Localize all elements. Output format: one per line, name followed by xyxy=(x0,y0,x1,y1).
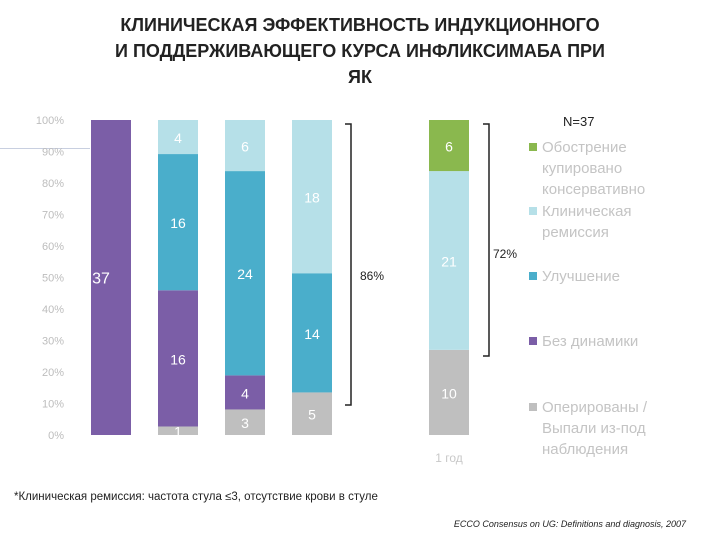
legend-label-line: Оперированы / xyxy=(542,399,648,416)
data-label: 14 xyxy=(304,326,320,342)
y-tick-label: 20% xyxy=(42,367,64,379)
legend-swatch xyxy=(529,143,537,151)
data-label: 3 xyxy=(241,415,249,431)
bar-segment xyxy=(429,171,469,350)
title-line-1: КЛИНИЧЕСКАЯ ЭФФЕКТИВНОСТЬ ИНДУКЦИОННОГО xyxy=(120,15,600,35)
legend-label-line: Улучшение xyxy=(542,268,620,285)
legend-label: Клиническая ремиссия xyxy=(542,203,632,241)
legend-swatch xyxy=(529,337,537,345)
y-tick-label: 30% xyxy=(42,336,64,348)
title-line-3: ЯК xyxy=(348,67,372,87)
legend-label-line: наблюдения xyxy=(542,441,628,458)
page-title: КЛИНИЧЕСКАЯ ЭФФЕКТИВНОСТЬ ИНДУКЦИОННОГО … xyxy=(40,12,680,90)
data-label: 37 xyxy=(92,271,110,288)
bar-segment xyxy=(158,154,198,291)
n-label: N=37 xyxy=(563,114,594,129)
title-line-2: И ПОДДЕРЖИВАЮЩЕГО КУРСА ИНФЛИКСИМАБА ПРИ xyxy=(115,41,605,61)
data-label: 16 xyxy=(170,351,186,367)
legend-swatch xyxy=(529,207,537,215)
footnote: *Клиническая ремиссия: частота стула ≤3,… xyxy=(14,491,378,503)
source-citation: ECCO Consensus on UG: Definitions and di… xyxy=(453,519,686,529)
y-tick-label: 10% xyxy=(42,399,64,411)
y-tick-label: 50% xyxy=(42,273,64,285)
legend-swatch xyxy=(529,403,537,411)
data-label: 24 xyxy=(237,266,253,282)
bracket-annotation: 86% xyxy=(360,269,384,283)
legend-label-line: Обострение xyxy=(542,139,627,156)
bar-segment xyxy=(158,120,198,155)
data-label: 18 xyxy=(304,190,320,206)
data-label: 6 xyxy=(241,139,249,155)
category-label: 1 год xyxy=(435,451,463,465)
legend-label: Обострение купировано консервативно xyxy=(542,139,645,198)
y-tick-label: 100% xyxy=(36,115,64,127)
data-label: 4 xyxy=(241,385,249,401)
y-tick-label: 40% xyxy=(42,304,64,316)
data-label: 4 xyxy=(174,130,182,146)
y-tick-label: 70% xyxy=(42,210,64,222)
legend-label-line: Клиническая xyxy=(542,203,632,220)
data-label: 16 xyxy=(170,215,186,231)
decorative-line xyxy=(0,148,90,149)
data-label: 5 xyxy=(308,407,316,423)
y-tick-label: 0% xyxy=(48,430,64,442)
legend-label-line: консервативно xyxy=(542,181,645,198)
data-label: 21 xyxy=(441,253,457,269)
bar-segment xyxy=(225,375,265,410)
legend-label: Без динамики xyxy=(542,333,638,350)
y-tick-label: 90% xyxy=(42,147,64,159)
bar-segment xyxy=(158,426,198,435)
bar-segment xyxy=(225,409,265,435)
bar-segment xyxy=(292,120,332,274)
bracket-72 xyxy=(483,123,490,357)
bar-segment xyxy=(158,290,198,427)
bar-segment xyxy=(91,120,131,435)
bar-segment xyxy=(292,392,332,435)
legend-swatch xyxy=(529,272,537,280)
legend-label-line: Без динамики xyxy=(542,333,638,350)
bar-segment xyxy=(292,273,332,393)
legend-label-line: купировано xyxy=(542,160,622,177)
data-label: 1 xyxy=(174,424,182,440)
y-tick-label: 80% xyxy=(42,178,64,190)
bar-segment xyxy=(225,171,265,376)
data-label: 10 xyxy=(441,385,457,401)
bar-segment xyxy=(225,120,265,172)
legend-label: Улучшение xyxy=(542,268,620,285)
bracket-86 xyxy=(345,123,352,406)
bar-segment xyxy=(429,120,469,172)
bracket-annotation: 72% xyxy=(493,247,517,261)
y-tick-label: 60% xyxy=(42,241,64,253)
bar-segment xyxy=(429,349,469,435)
legend-label-line: Выпали из-под xyxy=(542,420,646,437)
data-label: 6 xyxy=(445,139,453,155)
legend-label: Оперированы / Выпали из-под наблюдения xyxy=(542,399,648,458)
legend-label-line: ремиссия xyxy=(542,224,609,241)
